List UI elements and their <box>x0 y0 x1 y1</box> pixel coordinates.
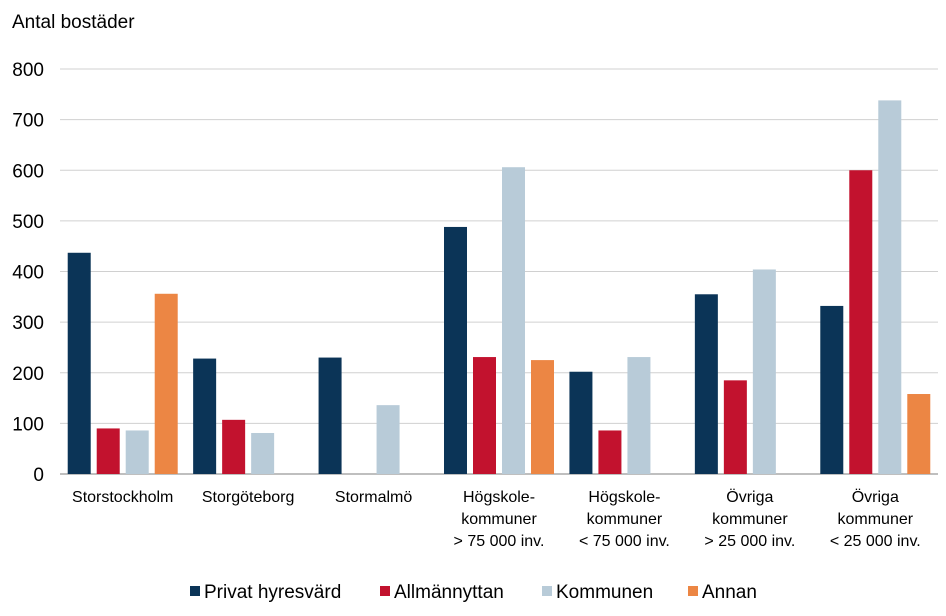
legend-entry: Allmännyttan <box>394 582 504 603</box>
category-label: Övriga <box>852 488 899 506</box>
bar <box>222 419 246 474</box>
legend-swatch <box>190 586 200 596</box>
category-label: kommuner <box>461 511 537 528</box>
category-label: Storgöteborg <box>202 489 295 506</box>
legend-entry: Annan <box>702 582 757 603</box>
legend-swatch <box>542 586 552 596</box>
legend-entry: Kommunen <box>556 582 653 603</box>
category-label: Övriga <box>726 488 773 506</box>
bar <box>318 357 342 474</box>
bar <box>531 360 554 474</box>
category-label: Stormalmö <box>335 489 412 506</box>
bar <box>502 167 525 474</box>
category-label: < 25 000 inv. <box>830 533 921 550</box>
bar <box>125 430 149 474</box>
bar <box>907 394 931 474</box>
gridlines <box>60 68 938 475</box>
y-tick-label: 500 <box>12 212 44 233</box>
category-labels: Storstockholm Storgöteborg Stormalmö Högsko… <box>72 488 921 550</box>
bars <box>67 100 931 474</box>
bar <box>723 380 747 474</box>
category-label: kommuner <box>587 511 663 528</box>
y-axis-ticks: 0 100 200 300 400 500 600 700 800 <box>12 60 44 486</box>
bar <box>96 428 120 474</box>
y-tick-label: 0 <box>33 465 44 486</box>
legend-swatch <box>688 586 698 596</box>
bar <box>473 357 496 474</box>
y-tick-label: 400 <box>12 263 44 284</box>
bar <box>627 357 651 474</box>
bar <box>569 371 593 474</box>
bar <box>752 269 776 474</box>
y-axis-label: Antal bostäder <box>12 12 135 33</box>
y-tick-label: 300 <box>12 313 44 334</box>
y-tick-label: 700 <box>12 111 44 132</box>
bar <box>849 170 873 474</box>
category-label: > 75 000 inv. <box>454 533 545 550</box>
bar <box>376 405 400 474</box>
bar <box>878 100 902 474</box>
legend-swatch <box>380 586 390 596</box>
y-tick-label: 600 <box>12 161 44 182</box>
category-label: Storstockholm <box>72 489 173 506</box>
bar <box>67 252 91 474</box>
legend-entry: Privat hyresvärd <box>204 582 341 603</box>
y-tick-label: 100 <box>12 414 44 435</box>
category-label: kommuner <box>712 511 788 528</box>
bar <box>154 293 178 474</box>
category-label: > 25 000 inv. <box>704 533 795 550</box>
bar <box>598 430 622 474</box>
legend: Privat hyresvärd Allmännyttan Kommunen Anna… <box>190 582 757 603</box>
bar <box>820 305 844 474</box>
bar <box>193 358 217 474</box>
category-label: kommuner <box>837 511 913 528</box>
category-label: Högskole- <box>588 489 660 506</box>
bar <box>694 294 718 474</box>
category-label: Högskole- <box>463 489 535 506</box>
y-tick-label: 200 <box>12 364 44 385</box>
y-tick-label: 800 <box>12 60 44 81</box>
category-label: < 75 000 inv. <box>579 533 670 550</box>
bar <box>251 432 275 474</box>
bar <box>444 226 467 474</box>
